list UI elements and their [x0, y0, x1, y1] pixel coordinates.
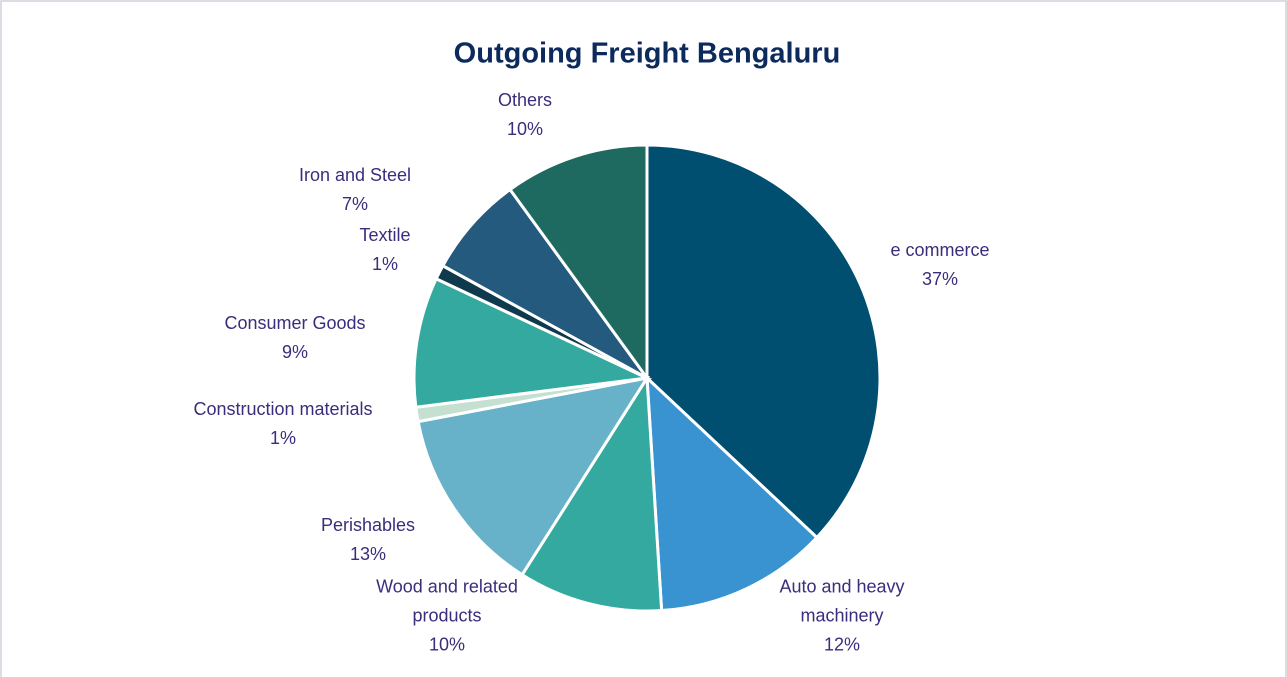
pie-slice [440, 187, 649, 380]
pie-slice [416, 375, 651, 577]
category-label: Construction materials [193, 399, 373, 419]
category-label: Consumer Goods [224, 313, 366, 333]
category-label: Wood and related products [376, 576, 518, 626]
category-label: Others [497, 90, 553, 110]
value-label: 7% [341, 194, 368, 214]
pie-slice [645, 374, 819, 613]
value-label: 13% [349, 544, 387, 564]
value-label: 1% [371, 254, 398, 274]
category-label: Textile [359, 225, 411, 245]
data-label: Construction materials 1% [153, 395, 413, 453]
data-label: Perishables 13% [288, 511, 448, 569]
value-label: 1% [269, 428, 296, 448]
value-label: 10% [428, 634, 466, 655]
pie-slice [507, 143, 649, 383]
pie-slice [520, 373, 664, 613]
chart-title: Outgoing Freight Bengaluru [454, 38, 841, 70]
data-label: Consumer Goods 9% [185, 309, 405, 367]
data-label: Textile 1% [325, 221, 445, 279]
category-label: e commerce [890, 240, 990, 260]
data-label: Others 10% [465, 86, 585, 144]
category-label: Auto and heavy machinery [779, 576, 905, 626]
pie-slice [645, 143, 882, 540]
value-label: 9% [281, 342, 308, 362]
value-label: 12% [823, 634, 861, 655]
value-label: 37% [921, 269, 959, 289]
category-label: Iron and Steel [298, 165, 412, 185]
category-label: Perishables [320, 515, 416, 535]
data-label: Wood and related products 10% [357, 573, 537, 660]
value-label: 10% [506, 119, 544, 139]
data-label: Iron and Steel 7% [265, 161, 445, 219]
pie-slice [412, 276, 653, 409]
data-label: Auto and heavy machinery 12% [767, 573, 917, 660]
data-label: e commerce 37% [840, 236, 1040, 294]
